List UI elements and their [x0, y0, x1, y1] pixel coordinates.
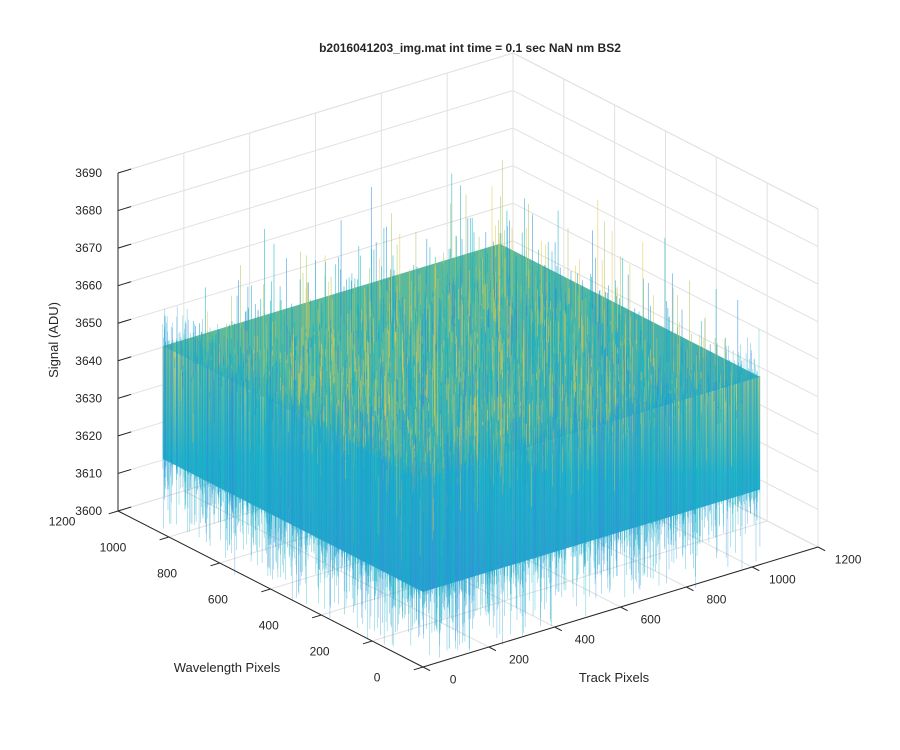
y-tick — [210, 562, 220, 567]
z-tick — [117, 318, 132, 324]
z-tick — [117, 281, 132, 287]
x-tick-label: 400 — [575, 632, 595, 646]
z-tick — [117, 243, 132, 249]
z-tick-label: 3610 — [75, 466, 102, 480]
x-tick — [620, 606, 628, 612]
grid-line — [512, 165, 819, 323]
y-tick-label: 0 — [374, 671, 381, 685]
grid-line — [512, 202, 819, 360]
z-tick-label: 3650 — [75, 316, 102, 330]
data-surface — [162, 160, 761, 658]
y-tick-label: 400 — [259, 619, 279, 633]
y-tick — [108, 510, 119, 515]
z-tick-label: 3660 — [75, 279, 102, 293]
grid-line — [512, 52, 819, 210]
x-axis-label: Track Pixels — [579, 670, 650, 685]
grid-line — [117, 52, 514, 174]
x-tick-label: 1200 — [835, 552, 862, 566]
x-tick-label: 1000 — [769, 572, 796, 586]
x-tick — [422, 666, 431, 672]
x-tick — [751, 566, 760, 572]
x-tick — [686, 586, 694, 592]
z-tick — [117, 393, 132, 399]
z-tick — [117, 468, 132, 474]
y-tick-label: 600 — [208, 593, 228, 607]
x-tick — [488, 646, 497, 652]
grid-line — [512, 90, 819, 248]
surface-noise-front — [162, 306, 761, 658]
grid-line — [512, 240, 819, 398]
z-tick-label: 3600 — [75, 504, 102, 518]
y-axis-label: Wavelength Pixels — [174, 660, 281, 675]
y-tick-label: 800 — [157, 567, 177, 581]
z-tick-label: 3670 — [75, 241, 102, 255]
z-tick-label: 3690 — [75, 166, 102, 180]
z-tick-label: 3620 — [75, 429, 102, 443]
z-tick-label: 3640 — [75, 354, 102, 368]
y-tick — [413, 666, 424, 671]
chart-title: b2016041203_img.mat int time = 0.1 sec N… — [319, 41, 621, 55]
y-tick — [311, 614, 322, 619]
y-tick-label: 1000 — [100, 541, 127, 555]
z-tick — [117, 431, 132, 437]
z-tick — [117, 506, 132, 512]
grid-line — [117, 127, 514, 249]
x-tick — [554, 626, 563, 632]
y-tick-label: 200 — [310, 645, 330, 659]
z-axis-label: Signal (ADU) — [46, 302, 61, 378]
y-tick — [159, 536, 169, 541]
y-tick — [261, 588, 271, 593]
x-tick — [817, 546, 826, 552]
grid-line — [117, 165, 514, 287]
z-tick-label: 3680 — [75, 204, 102, 218]
tick-marks: 0 200 400 600 800 1000 1200 0 200 400 600 800 1000 12… — [49, 166, 862, 686]
z-tick-label: 3630 — [75, 391, 102, 405]
grid-line — [512, 127, 819, 285]
z-tick — [117, 168, 132, 174]
grid-line — [117, 90, 514, 212]
x-tick-label: 800 — [706, 592, 726, 606]
y-tick — [362, 640, 373, 645]
y-tick-label: 1200 — [49, 515, 76, 529]
z-tick — [117, 206, 132, 212]
z-tick — [117, 356, 132, 362]
x-tick-label: 0 — [450, 672, 457, 686]
grid-line — [372, 520, 768, 642]
x-tick-label: 200 — [509, 652, 529, 666]
x-tick-label: 600 — [641, 612, 661, 626]
